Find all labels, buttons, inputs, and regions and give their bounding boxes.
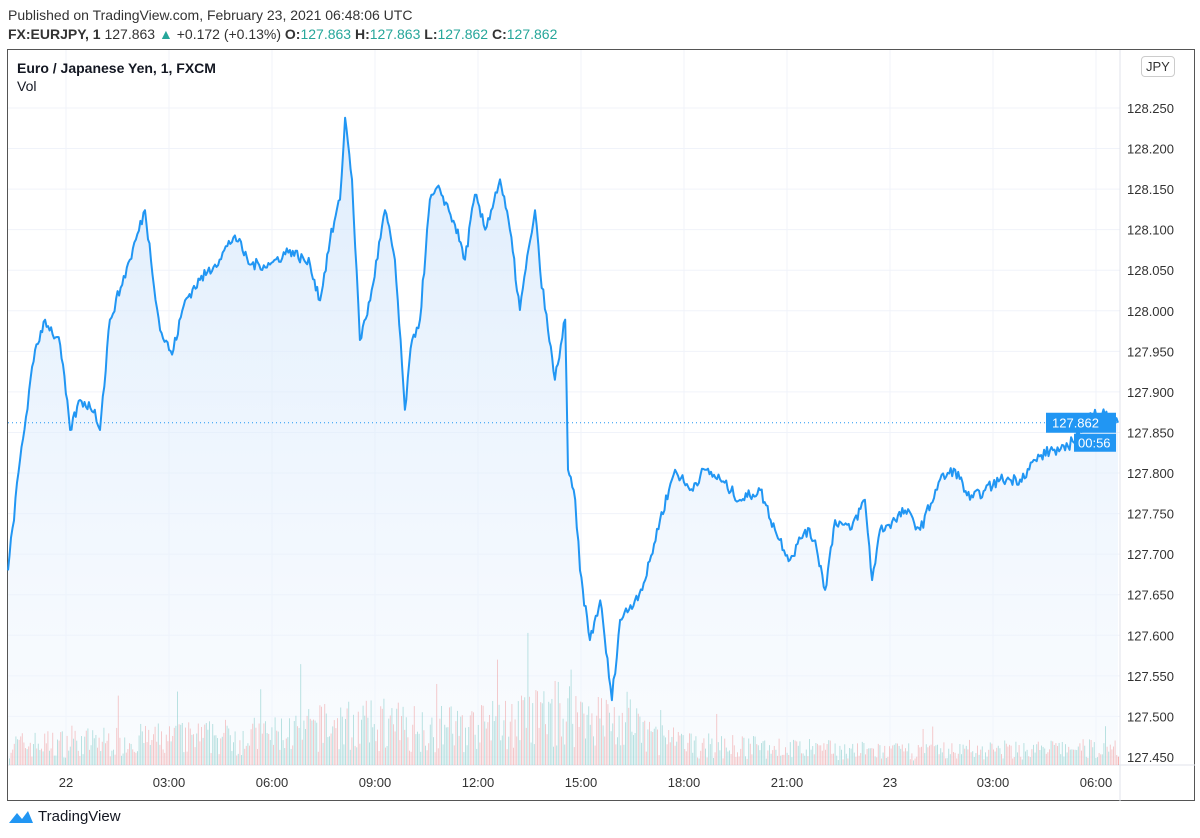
y-tick-label: 128.150 (1127, 182, 1174, 197)
price-area-fill (7, 117, 1118, 765)
y-tick-label: 127.500 (1127, 709, 1174, 724)
x-tick-label: 06:00 (1080, 775, 1113, 790)
symbol-legend: FX:EURJPY, 1 127.863 ▲ +0.172 (+0.13%) O… (8, 26, 557, 42)
x-tick-label: 09:00 (359, 775, 392, 790)
chart-title: Euro / Japanese Yen, 1, FXCM (17, 60, 216, 76)
open-value: 127.863 (300, 26, 352, 42)
open-label: O: (284, 26, 301, 42)
brand-name: TradingView (38, 808, 121, 825)
y-tick-label: 127.600 (1127, 628, 1174, 643)
symbol: FX:EURJPY, 1 (8, 26, 101, 42)
price-tag: 127.862 (1052, 416, 1099, 431)
last-price: 127.863 (104, 26, 156, 42)
y-tick-label: 127.850 (1127, 425, 1174, 440)
x-tick-label: 12:00 (462, 775, 495, 790)
high-label: H: (354, 26, 370, 42)
y-tick-label: 127.900 (1127, 385, 1174, 400)
low-label: L: (424, 26, 438, 42)
y-tick-label: 127.800 (1127, 466, 1174, 481)
y-tick-label: 128.200 (1127, 142, 1174, 157)
x-tick-label: 03:00 (153, 775, 186, 790)
y-tick-label: 128.100 (1127, 223, 1174, 238)
change: +0.172 (+0.13%) (176, 26, 282, 42)
up-arrow-icon: ▲ (158, 26, 173, 42)
tradingview-logo[interactable]: TradingView (8, 808, 121, 825)
close-value: 127.862 (506, 26, 558, 42)
published-info: Published on TradingView.com, February 2… (8, 7, 413, 23)
y-tick-label: 127.700 (1127, 547, 1174, 562)
high-value: 127.863 (369, 26, 421, 42)
currency-button[interactable]: JPY (1141, 56, 1175, 77)
price-line (7, 116, 1119, 702)
volume-bar (1117, 756, 1119, 765)
price-tag-bg (1046, 412, 1116, 433)
y-tick-label: 128.000 (1127, 304, 1174, 319)
x-tick-label: 18:00 (668, 775, 701, 790)
y-tick-label: 127.650 (1127, 588, 1174, 603)
tradingview-logo-icon (9, 810, 33, 823)
countdown: 00:56 (1078, 436, 1111, 451)
x-tick-label: 22 (59, 775, 73, 790)
y-tick-label: 127.750 (1127, 507, 1174, 522)
x-tick-label: 23 (883, 775, 897, 790)
x-tick-label: 15:00 (565, 775, 598, 790)
x-tick-label: 21:00 (771, 775, 804, 790)
y-tick-label: 128.050 (1127, 263, 1174, 278)
close-label: C: (491, 26, 507, 42)
y-tick-label: 127.950 (1127, 344, 1174, 359)
y-tick-label: 127.450 (1127, 750, 1174, 765)
low-value: 127.862 (437, 26, 489, 42)
chart-frame (7, 49, 1195, 801)
x-tick-label: 03:00 (977, 775, 1010, 790)
y-tick-label: 127.550 (1127, 669, 1174, 684)
x-tick-label: 06:00 (256, 775, 289, 790)
countdown-bg (1074, 433, 1116, 452)
volume-label: Vol (17, 78, 37, 94)
y-tick-label: 128.250 (1127, 101, 1174, 116)
